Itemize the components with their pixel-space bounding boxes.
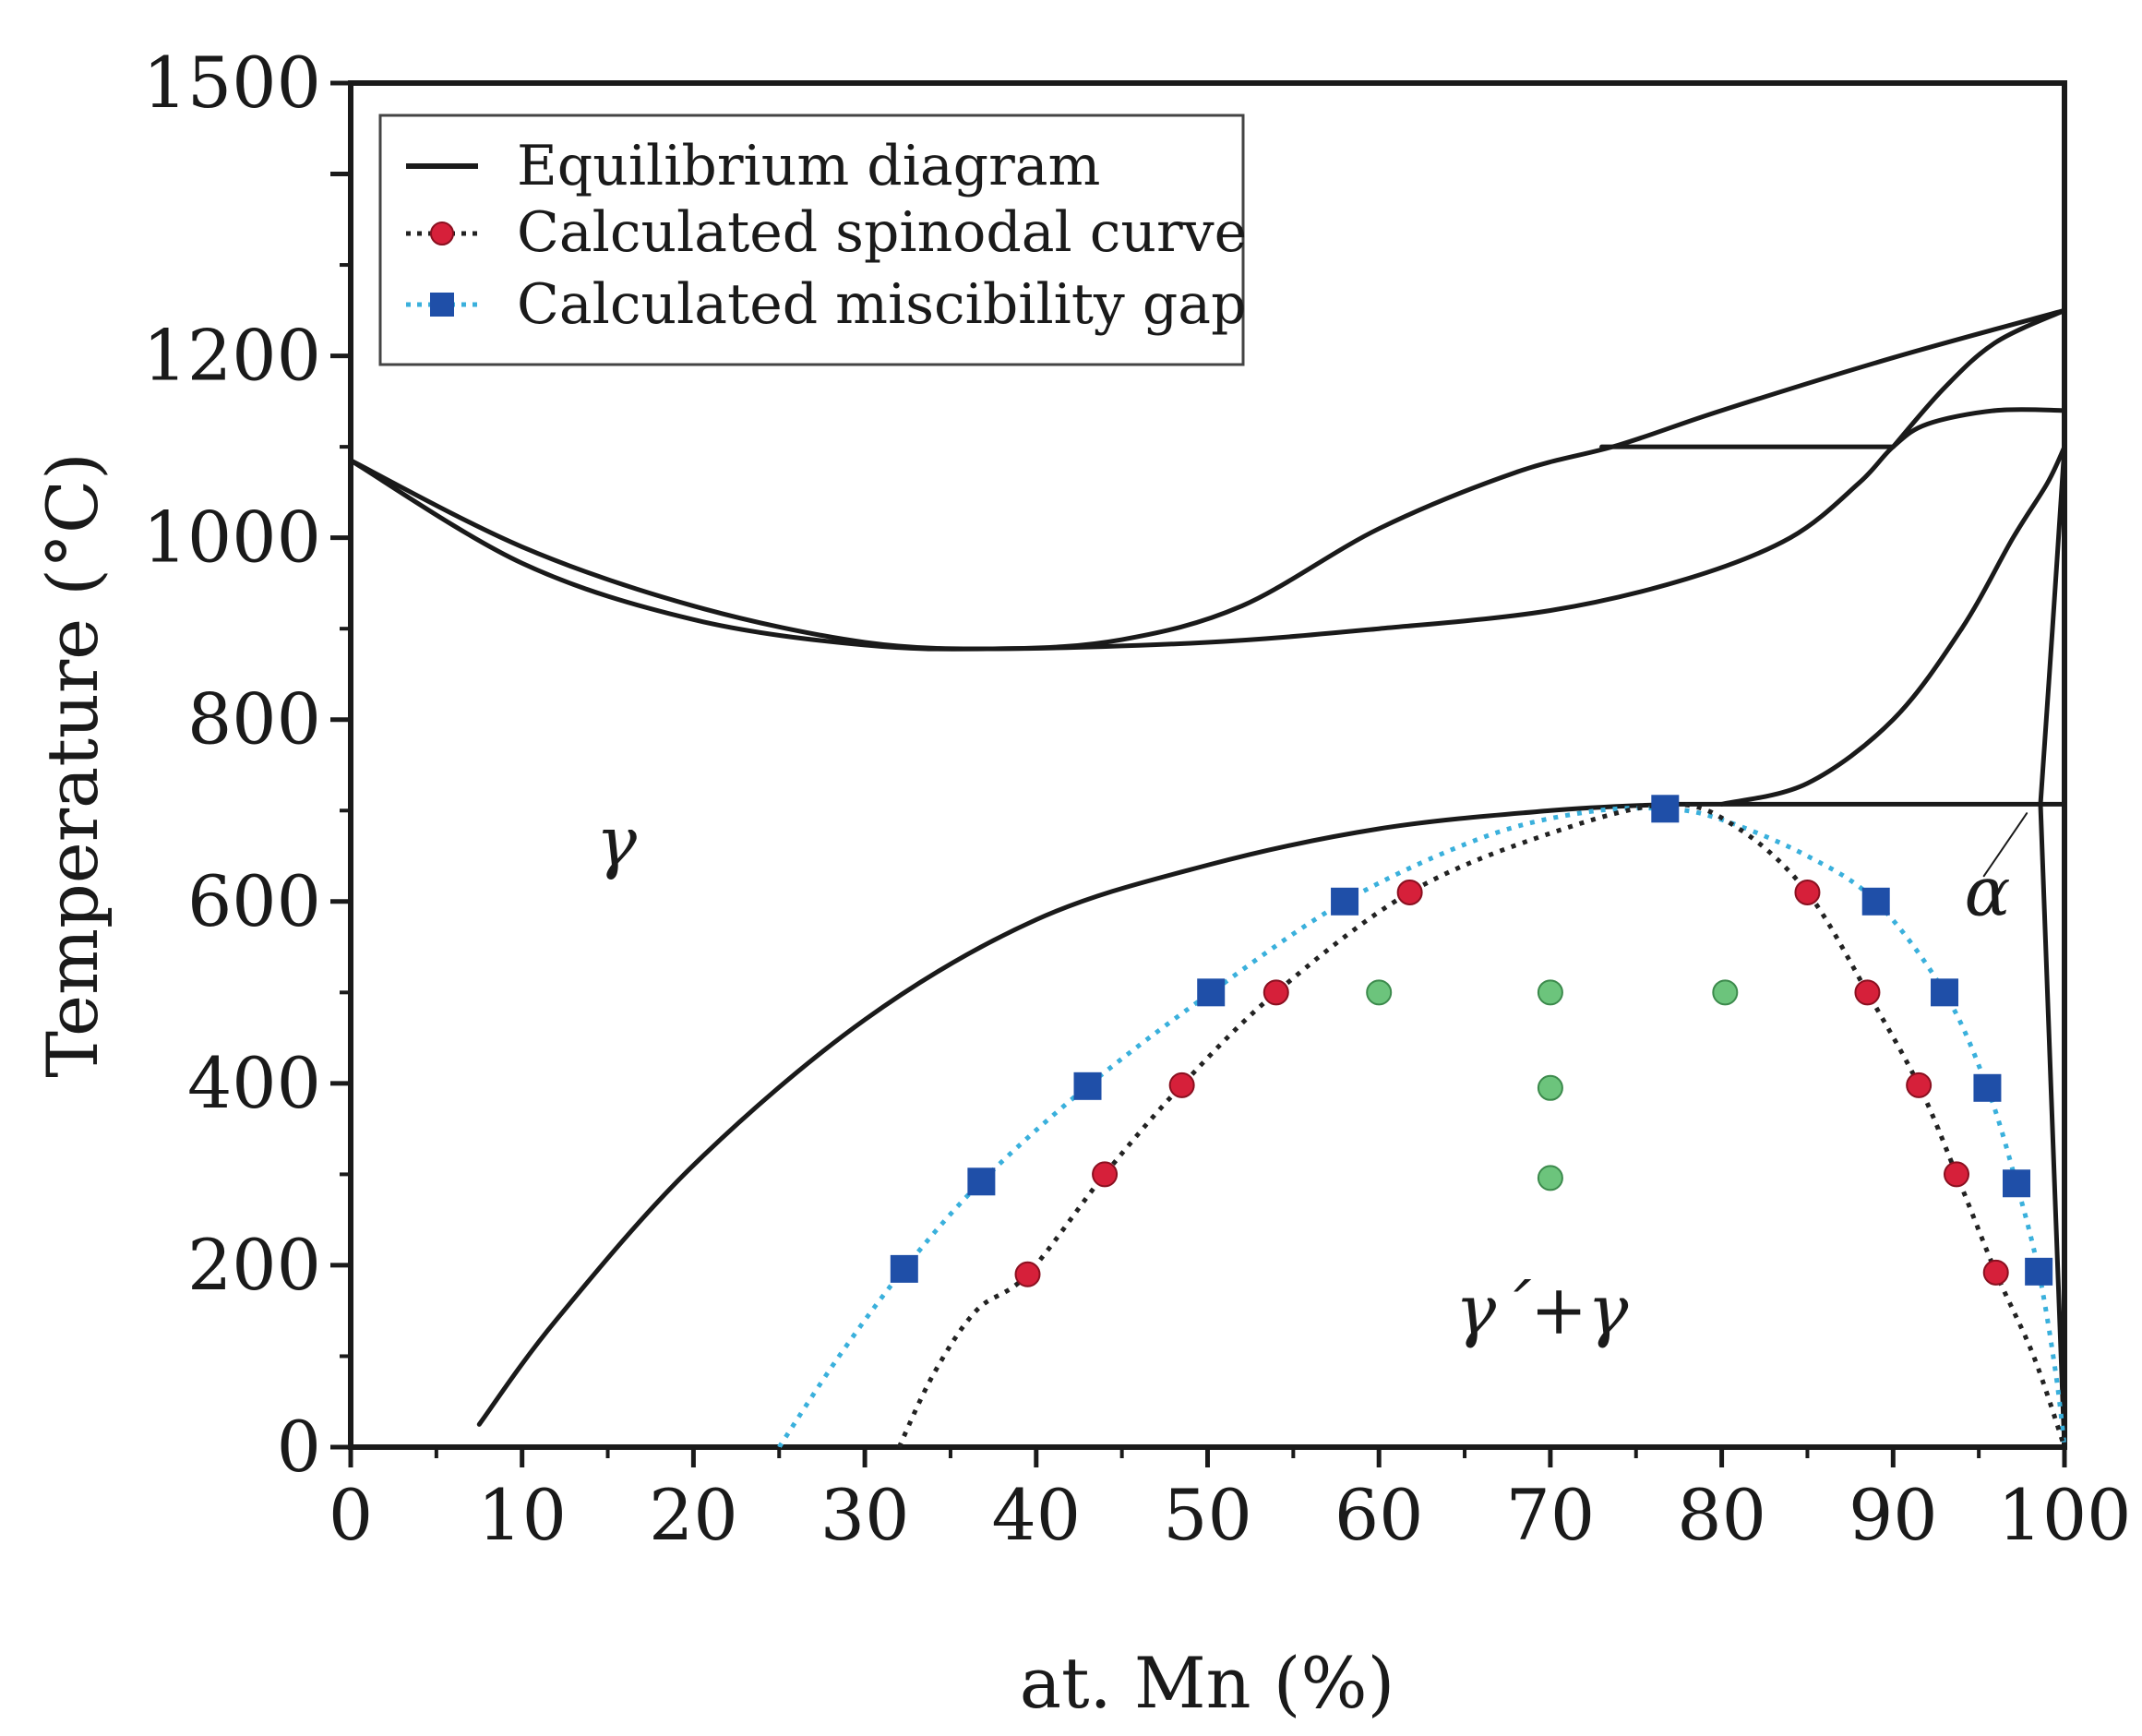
y-tick-label: 0 <box>277 1406 321 1488</box>
spinodal-point <box>1262 979 1289 1006</box>
y-tick-label: 200 <box>187 1224 321 1306</box>
spinodal-point <box>1982 1259 2009 1286</box>
experimental-point <box>1366 979 1393 1006</box>
miscibility-gap-point <box>2003 1169 2031 1198</box>
equilibrium-line-liquidus <box>348 307 2067 652</box>
legend-box <box>378 114 1245 366</box>
spinodal-point <box>1014 1261 1041 1287</box>
miscibility-gap-point <box>1973 1073 2002 1102</box>
legend-label-gap: Calculated miscibility gap <box>517 272 1247 337</box>
spinodal-point <box>1944 1161 1970 1188</box>
y-tick-label: 400 <box>187 1042 321 1124</box>
data-markers <box>890 795 2053 1287</box>
x-tick-label: 80 <box>1677 1474 1766 1556</box>
miscibility-gap-point <box>1651 795 1680 823</box>
miscibility-gap-point <box>1931 978 1959 1007</box>
experimental-point <box>1537 1165 1563 1191</box>
equilibrium-line-alpha-solvus <box>2038 444 2067 807</box>
y-tick-label: 1500 <box>143 42 321 124</box>
legend-label-equilibrium: Equilibrium diagram <box>517 134 1100 198</box>
y-axis-title: Temperature (°C) <box>31 452 114 1078</box>
legend-swatch-spinodal-marker <box>430 221 454 245</box>
spinodal-point <box>1906 1072 1933 1098</box>
experimental-point <box>1712 979 1739 1006</box>
legend-swatch-gap-marker <box>430 293 454 317</box>
y-tick-label: 1200 <box>143 315 321 397</box>
equilibrium-line-alpha-label-leader <box>1982 812 2028 878</box>
equilibrium-line-gamma-alpha-boundary <box>1719 444 2067 807</box>
miscibility-gap-point <box>1073 1072 1102 1100</box>
equilibrium-lines <box>348 307 2067 1450</box>
spinodal-point <box>1854 979 1881 1006</box>
spinodal-point <box>1794 879 1821 905</box>
phase-labels: γ α γ´+γ <box>596 802 2011 1349</box>
y-axis-ticks: 0 200 400 600 800 1000 1200 1500 <box>143 42 351 1488</box>
miscibility-gap-point <box>1331 887 1359 916</box>
x-tick-label: 10 <box>477 1474 567 1556</box>
y-tick-label: 1000 <box>143 497 321 579</box>
spinodal-point <box>1092 1161 1119 1188</box>
miscibility-gap-point <box>890 1254 918 1283</box>
legend-label-spinodal: Calculated spinodal curve <box>517 200 1247 265</box>
phase-label-gamma: γ <box>596 802 638 881</box>
x-tick-label: 60 <box>1334 1474 1424 1556</box>
x-tick-label: 30 <box>820 1474 910 1556</box>
x-tick-label: 100 <box>1997 1474 2131 1556</box>
miscibility-gap-point <box>967 1167 996 1196</box>
x-tick-label: 0 <box>329 1474 373 1556</box>
miscibility-gap-point <box>1861 887 1890 916</box>
experimental-point <box>1537 979 1563 1006</box>
calculated-curves <box>777 801 2067 1449</box>
x-tick-label: 40 <box>991 1474 1081 1556</box>
x-tick-label: 90 <box>1849 1474 1938 1556</box>
x-axis-title: at. Mn (%) <box>1020 1642 1395 1724</box>
spinodal-point <box>1168 1072 1195 1098</box>
experimental-point <box>1537 1074 1563 1101</box>
x-tick-label: 70 <box>1506 1474 1596 1556</box>
miscibility-gap-point <box>2025 1257 2053 1286</box>
phase-label-alpha: α <box>1964 853 2010 932</box>
x-axis-ticks: 0 10 20 30 40 50 60 70 80 90 100 <box>329 1447 2132 1556</box>
equilibrium-line-upper-delta-branch <box>1890 307 2067 449</box>
y-tick-label: 800 <box>187 678 321 760</box>
miscibility-gap-curve <box>777 806 2067 1449</box>
equilibrium-line-gamma-prime-boundary <box>476 801 1673 1427</box>
y-tick-label: 600 <box>187 860 321 942</box>
legend: Equilibrium diagram Calculated spinodal … <box>378 114 1247 366</box>
equilibrium-line-alpha-solvus-low <box>2038 801 2067 1450</box>
phase-label-gamma-prime-gamma: γ´+γ <box>1455 1271 1629 1350</box>
x-tick-label: 20 <box>649 1474 738 1556</box>
spinodal-point <box>1396 879 1423 905</box>
x-tick-label: 50 <box>1163 1474 1252 1556</box>
miscibility-gap-point <box>1197 978 1226 1007</box>
